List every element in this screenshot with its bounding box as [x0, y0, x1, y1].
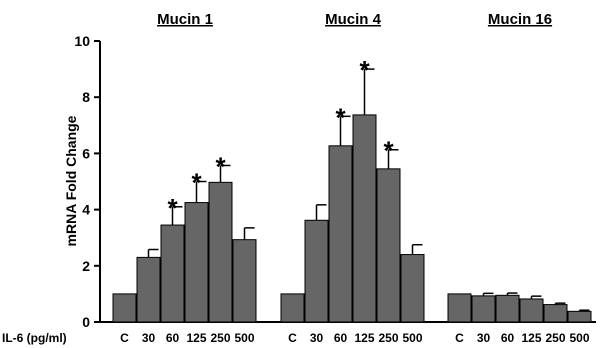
y-tick-label: 2 [82, 258, 90, 274]
bar [232, 239, 257, 323]
significance-star: * [191, 168, 202, 198]
group-title: Mucin 4 [325, 11, 381, 28]
bar [208, 181, 233, 323]
bars [112, 114, 592, 323]
x-tick-label: 500 [569, 331, 589, 345]
significance-star: * [335, 102, 346, 132]
bar [543, 304, 568, 323]
bar [567, 310, 592, 323]
y-tick-label: 6 [82, 145, 90, 161]
bar [160, 224, 185, 323]
x-tick-label: C [120, 331, 129, 345]
significance-markers: * * * * * * [167, 55, 394, 223]
significance-star: * [383, 136, 394, 166]
significance-star: * [359, 55, 370, 85]
x-axis-label: IL-6 (pg/ml) [2, 331, 67, 345]
x-tick-label: 250 [210, 331, 230, 345]
bar [352, 114, 377, 323]
bar [304, 219, 329, 323]
group-titles: Mucin 1 Mucin 4 Mucin 16 [157, 11, 552, 28]
bar [400, 254, 425, 323]
bar [447, 293, 472, 323]
x-tick-label: C [455, 331, 464, 345]
group-title: Mucin 1 [157, 11, 213, 28]
x-tick-label: 500 [234, 331, 254, 345]
y-tick-label: 4 [82, 202, 90, 218]
bar [280, 293, 305, 323]
x-tick-label: C [288, 331, 297, 345]
y-tick-label: 8 [82, 89, 90, 105]
significance-star: * [167, 193, 178, 223]
x-tick-label: 250 [378, 331, 398, 345]
y-tick-label: 10 [74, 33, 90, 49]
bar [136, 256, 161, 323]
error-bars [147, 68, 590, 312]
x-tick-label: 30 [142, 331, 156, 345]
x-tick-label: 30 [477, 331, 491, 345]
bar [495, 294, 520, 323]
bar [519, 298, 544, 323]
bar [376, 168, 401, 323]
x-tick-label: 60 [166, 331, 180, 345]
x-tick-label: 500 [402, 331, 422, 345]
x-tick-label: 250 [545, 331, 565, 345]
x-tick-label: 125 [186, 331, 206, 345]
x-tick-label: 60 [334, 331, 348, 345]
bar [328, 145, 353, 323]
category-labels: C 30 60 125 250 500 C 30 60 125 250 500 C 30 60 125 250 5… [120, 331, 590, 345]
bar [471, 295, 496, 323]
significance-star: * [215, 151, 226, 181]
x-tick-label: 60 [501, 331, 515, 345]
x-tick-label: 125 [521, 331, 541, 345]
bar [112, 293, 137, 323]
y-axis-label: mRNA Fold Change [63, 115, 79, 246]
group-title: Mucin 16 [488, 11, 552, 28]
x-tick-label: 125 [354, 331, 374, 345]
y-tick-label: 0 [82, 314, 90, 330]
x-tick-label: 30 [310, 331, 324, 345]
bar [184, 202, 209, 323]
